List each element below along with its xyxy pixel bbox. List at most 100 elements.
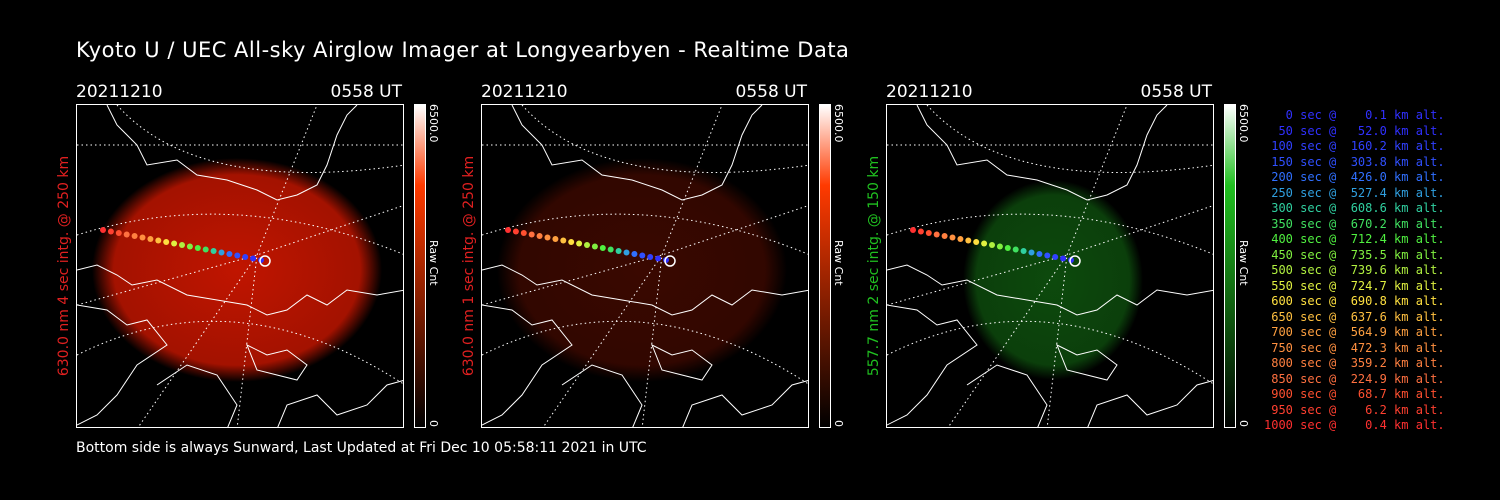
legend-row: 600 sec @ 690.8 km alt. bbox=[1264, 294, 1445, 308]
panel-1-map-drawing bbox=[77, 105, 403, 427]
coastline bbox=[482, 304, 573, 426]
airglow-emission bbox=[963, 180, 1143, 380]
legend-row: 650 sec @ 637.6 km alt. bbox=[1264, 309, 1445, 324]
panel-3-date: 20211210 bbox=[886, 82, 973, 102]
panel-2-map-drawing bbox=[482, 105, 808, 427]
trajectory-point bbox=[520, 230, 527, 236]
panel-2-colorbar-min: 0 bbox=[832, 420, 845, 427]
coastline bbox=[106, 105, 358, 201]
trajectory-point bbox=[123, 231, 130, 238]
trajectory-point bbox=[560, 237, 567, 244]
trajectory-point bbox=[210, 248, 217, 254]
trajectory-point bbox=[1044, 252, 1051, 259]
trajectory-point bbox=[107, 228, 114, 235]
legend-row: 450 sec @ 735.5 km alt. bbox=[1264, 247, 1445, 262]
trajectory-point bbox=[1052, 254, 1059, 260]
trajectory-point bbox=[1028, 249, 1035, 256]
coastline bbox=[1056, 343, 1118, 381]
legend-row: 0 sec @ 0.1 km alt. bbox=[1264, 108, 1445, 122]
legend-row: 400 sec @ 712.4 km alt. bbox=[1264, 232, 1445, 246]
airglow-emission bbox=[92, 158, 382, 382]
trajectory-point bbox=[1004, 245, 1011, 251]
panel-2-vertical-label: 630.0 nm 1 sec intg. @ 250 km bbox=[461, 155, 477, 377]
trajectory-point bbox=[505, 227, 511, 233]
panel-3-vertical-label: 557.7 nm 2 sec intg. @ 150 km bbox=[866, 155, 882, 377]
panel-2-time: 0558 UT bbox=[735, 82, 808, 102]
coastline bbox=[77, 304, 168, 426]
trajectory-point bbox=[234, 252, 241, 259]
trajectory-point bbox=[957, 236, 964, 242]
trajectory-point bbox=[607, 246, 614, 253]
trajectory-point bbox=[218, 249, 225, 256]
legend-row: 200 sec @ 426.0 km alt. bbox=[1264, 170, 1445, 184]
coastline bbox=[77, 264, 403, 316]
trajectory-point bbox=[655, 255, 662, 262]
panel-3-colorbar-max: 6500.0 bbox=[1237, 104, 1250, 143]
panel-1-colorbar-unit: Raw Cnt bbox=[427, 240, 440, 286]
trajectory-point bbox=[917, 228, 924, 235]
coastline bbox=[966, 364, 1048, 427]
trajectory-point bbox=[965, 237, 972, 244]
panel-2-date: 20211210 bbox=[481, 82, 568, 102]
trajectory-point bbox=[179, 242, 185, 248]
trajectory-point bbox=[591, 243, 598, 250]
trajectory-point bbox=[163, 239, 170, 245]
trajectory-point bbox=[989, 242, 995, 248]
trajectory-point bbox=[242, 254, 249, 260]
station-marker bbox=[259, 255, 271, 267]
legend-row: 500 sec @ 739.6 km alt. bbox=[1264, 263, 1445, 277]
panel-3-colorbar bbox=[1224, 104, 1236, 428]
trajectory-point bbox=[933, 231, 940, 238]
panel-1-vertical-label: 630.0 nm 4 sec intg. @ 250 km bbox=[56, 155, 72, 377]
coastline bbox=[561, 364, 643, 427]
legend-row: 750 sec @ 472.3 km alt. bbox=[1264, 340, 1445, 355]
panel-3-time: 0558 UT bbox=[1140, 82, 1213, 102]
trajectory-point bbox=[147, 236, 154, 242]
trajectory-point bbox=[131, 233, 138, 239]
graticule-line bbox=[482, 213, 808, 255]
panel-2-airglow-map bbox=[481, 104, 809, 428]
coastline bbox=[887, 264, 1213, 316]
legend-row: 50 sec @ 52.0 km alt. bbox=[1264, 123, 1445, 138]
trajectory-point bbox=[973, 239, 980, 245]
trajectory-point bbox=[599, 245, 606, 251]
graticule-line bbox=[482, 320, 808, 385]
trajectory-point bbox=[1036, 251, 1043, 257]
legend-row: 150 sec @ 303.8 km alt. bbox=[1264, 154, 1445, 169]
panel-1-date: 20211210 bbox=[76, 82, 163, 102]
trajectory-point bbox=[568, 239, 575, 245]
trajectory-point bbox=[631, 251, 638, 257]
trajectory-point bbox=[536, 233, 543, 239]
trajectory-point bbox=[202, 246, 209, 253]
trajectory-point bbox=[155, 237, 162, 244]
panel-1-colorbar-min: 0 bbox=[427, 420, 440, 427]
trajectory-point bbox=[1060, 255, 1067, 262]
graticule-line bbox=[77, 320, 403, 385]
coastline bbox=[651, 343, 713, 381]
trajectory-point bbox=[186, 243, 193, 250]
legend-row: 550 sec @ 724.7 km alt. bbox=[1264, 278, 1445, 293]
legend-row: 700 sec @ 564.9 km alt. bbox=[1264, 325, 1445, 339]
trajectory-legend: 0 sec @ 0.1 km alt. 50 sec @ 52.0 km alt… bbox=[1264, 108, 1445, 434]
trajectory-point bbox=[910, 227, 916, 233]
trajectory-point bbox=[584, 242, 590, 248]
panel-3-airglow-map bbox=[886, 104, 1214, 428]
trajectory-point bbox=[512, 228, 519, 235]
coastline bbox=[277, 380, 403, 427]
panel-3-map-drawing bbox=[887, 105, 1213, 427]
graticule-line bbox=[887, 320, 1213, 385]
trajectory-point bbox=[981, 240, 988, 247]
trajectory-point bbox=[250, 255, 257, 262]
trajectory-point bbox=[925, 230, 932, 236]
trajectory-point bbox=[941, 233, 948, 239]
station-marker bbox=[1069, 255, 1081, 267]
legend-row: 350 sec @ 670.2 km alt. bbox=[1264, 216, 1445, 231]
trajectory-point bbox=[528, 231, 535, 238]
footer-note: Bottom side is always Sunward, Last Upda… bbox=[76, 440, 647, 456]
legend-row: 1000 sec @ 0.4 km alt. bbox=[1264, 418, 1445, 432]
trajectory-point bbox=[194, 245, 201, 251]
panel-1-airglow-map bbox=[76, 104, 404, 428]
coastline bbox=[156, 364, 238, 427]
legend-row: 850 sec @ 224.9 km alt. bbox=[1264, 371, 1445, 386]
trajectory-point bbox=[615, 248, 622, 254]
